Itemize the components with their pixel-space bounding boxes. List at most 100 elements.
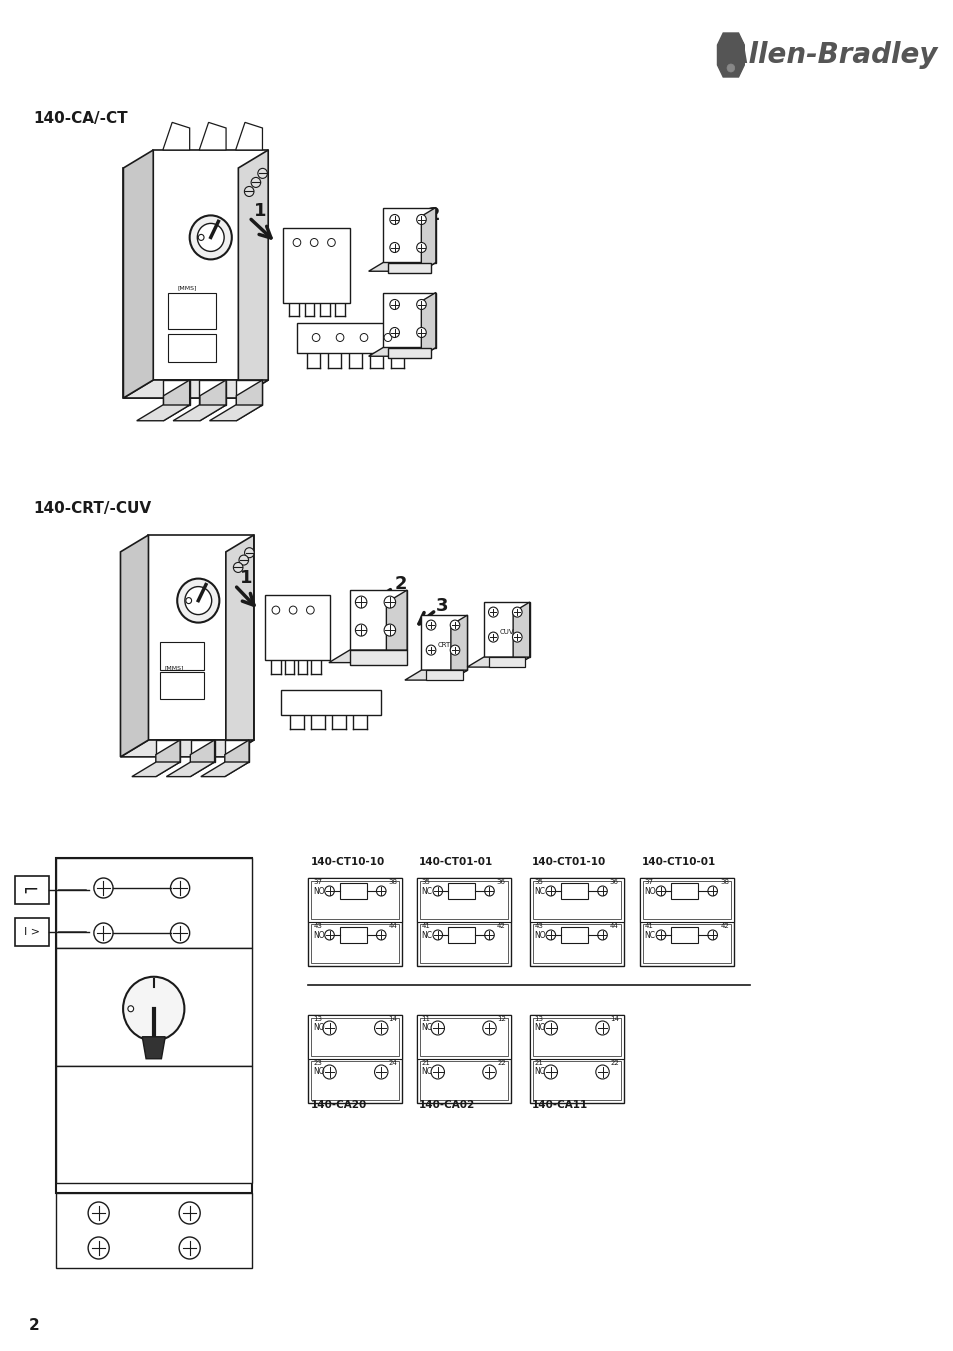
Polygon shape bbox=[280, 690, 381, 715]
Circle shape bbox=[376, 886, 386, 896]
Text: 140-CRT/-CUV: 140-CRT/-CUV bbox=[33, 500, 152, 516]
Bar bbox=[55, 858, 252, 1193]
Circle shape bbox=[376, 929, 386, 940]
Text: I >: I > bbox=[24, 927, 40, 938]
Circle shape bbox=[426, 620, 436, 630]
Text: NO: NO bbox=[534, 931, 545, 939]
Circle shape bbox=[416, 300, 426, 309]
Bar bbox=[416, 1015, 510, 1059]
Text: 14: 14 bbox=[609, 1016, 618, 1021]
Circle shape bbox=[93, 878, 112, 898]
Circle shape bbox=[123, 977, 184, 1040]
Circle shape bbox=[322, 1065, 335, 1079]
Polygon shape bbox=[199, 380, 226, 405]
Polygon shape bbox=[156, 740, 180, 762]
Text: NO: NO bbox=[534, 1024, 545, 1032]
Text: NO: NO bbox=[644, 886, 656, 896]
Text: 38: 38 bbox=[388, 880, 397, 885]
Polygon shape bbox=[383, 293, 436, 347]
Circle shape bbox=[335, 334, 343, 342]
Text: 11: 11 bbox=[421, 1016, 430, 1021]
Bar bbox=[419, 924, 507, 963]
Polygon shape bbox=[201, 762, 249, 777]
Bar bbox=[642, 881, 730, 919]
Polygon shape bbox=[421, 615, 467, 670]
Circle shape bbox=[433, 929, 442, 940]
Polygon shape bbox=[168, 334, 215, 362]
Circle shape bbox=[726, 63, 734, 72]
Circle shape bbox=[324, 929, 334, 940]
Text: 43: 43 bbox=[534, 923, 543, 929]
Text: 21: 21 bbox=[534, 1061, 543, 1066]
Text: 2: 2 bbox=[29, 1317, 39, 1332]
Circle shape bbox=[322, 1021, 335, 1035]
Text: NC: NC bbox=[421, 1067, 432, 1077]
Text: 140-CA02: 140-CA02 bbox=[418, 1100, 475, 1111]
Bar bbox=[419, 1019, 507, 1056]
Bar bbox=[671, 884, 698, 898]
Text: 24: 24 bbox=[389, 1061, 397, 1066]
Bar bbox=[419, 1061, 507, 1100]
Circle shape bbox=[488, 607, 497, 617]
Circle shape bbox=[128, 1005, 133, 1012]
Polygon shape bbox=[163, 123, 190, 150]
Polygon shape bbox=[225, 740, 249, 762]
Text: NC: NC bbox=[644, 931, 655, 939]
Circle shape bbox=[197, 223, 224, 251]
Circle shape bbox=[190, 215, 232, 259]
Text: 42: 42 bbox=[497, 923, 505, 929]
Circle shape bbox=[355, 596, 367, 608]
Text: 23: 23 bbox=[313, 1061, 322, 1066]
Bar bbox=[560, 884, 588, 898]
Bar bbox=[339, 884, 367, 898]
Circle shape bbox=[375, 1065, 388, 1079]
Polygon shape bbox=[172, 405, 226, 420]
Bar bbox=[311, 881, 399, 919]
Bar bbox=[639, 878, 733, 966]
Polygon shape bbox=[225, 740, 249, 777]
Circle shape bbox=[293, 239, 300, 246]
Circle shape bbox=[545, 886, 555, 896]
Text: 36: 36 bbox=[609, 880, 618, 885]
Circle shape bbox=[384, 624, 395, 636]
Text: 13: 13 bbox=[534, 1016, 543, 1021]
Polygon shape bbox=[265, 594, 330, 661]
Polygon shape bbox=[451, 615, 467, 680]
Text: 44: 44 bbox=[389, 923, 397, 929]
Circle shape bbox=[390, 300, 399, 309]
Circle shape bbox=[450, 644, 459, 655]
Circle shape bbox=[355, 624, 367, 636]
Circle shape bbox=[324, 886, 334, 896]
Circle shape bbox=[596, 1065, 609, 1079]
Text: 35: 35 bbox=[534, 880, 543, 885]
Circle shape bbox=[312, 334, 319, 342]
Circle shape bbox=[598, 929, 607, 940]
Polygon shape bbox=[513, 603, 529, 667]
Text: 140-CA20: 140-CA20 bbox=[310, 1100, 366, 1111]
Circle shape bbox=[426, 644, 436, 655]
Circle shape bbox=[707, 929, 717, 940]
Polygon shape bbox=[160, 642, 204, 670]
Bar bbox=[529, 1015, 623, 1059]
Circle shape bbox=[251, 177, 260, 188]
Text: NO: NO bbox=[313, 1024, 325, 1032]
Polygon shape bbox=[483, 603, 529, 657]
Circle shape bbox=[244, 186, 253, 196]
Circle shape bbox=[484, 886, 494, 896]
Polygon shape bbox=[142, 1036, 165, 1059]
Polygon shape bbox=[149, 535, 253, 740]
Bar bbox=[532, 924, 620, 963]
Bar bbox=[642, 924, 730, 963]
Circle shape bbox=[543, 1021, 557, 1035]
Circle shape bbox=[390, 215, 399, 224]
Text: 22: 22 bbox=[609, 1061, 618, 1066]
Bar bbox=[532, 881, 620, 919]
Circle shape bbox=[450, 620, 459, 630]
Polygon shape bbox=[191, 740, 214, 762]
Polygon shape bbox=[120, 740, 253, 757]
Circle shape bbox=[384, 596, 395, 608]
Polygon shape bbox=[349, 650, 407, 665]
Text: 14: 14 bbox=[388, 1016, 397, 1021]
Text: 13: 13 bbox=[313, 1016, 322, 1021]
Circle shape bbox=[598, 886, 607, 896]
